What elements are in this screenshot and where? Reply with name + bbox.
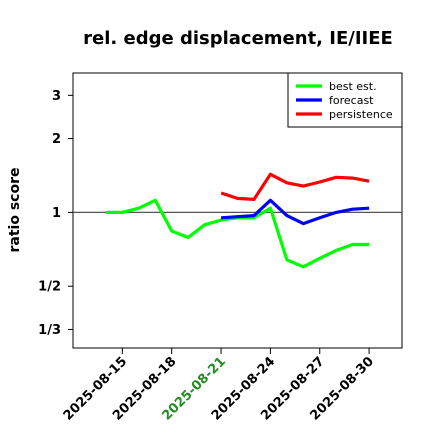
series-line-best-est <box>105 198 370 269</box>
chart-title: rel. edge displacement, IE/IIEE <box>83 28 393 49</box>
legend-label: best est. <box>329 80 377 93</box>
y-tick-label: 1/3 <box>38 323 61 338</box>
plot-frame <box>72 72 403 349</box>
y-tick-label: 3 <box>52 89 61 104</box>
y-tick-label: 1 <box>52 206 61 221</box>
series-line-forecast <box>220 198 370 226</box>
y-tick-label: 2 <box>52 132 61 147</box>
y-tick-label: 1/2 <box>38 280 61 295</box>
legend-label: persistence <box>329 108 393 121</box>
series-line-persistence <box>220 172 370 201</box>
y-axis-label: ratio score <box>7 168 23 253</box>
legend-label: forecast <box>329 94 374 107</box>
